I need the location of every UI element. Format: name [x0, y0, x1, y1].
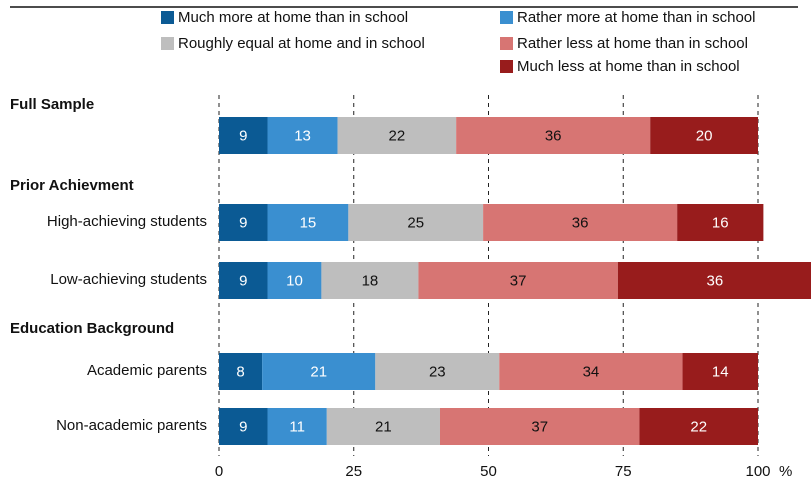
bar-segment [439, 408, 640, 445]
bar-value-label: 9 [239, 419, 247, 436]
bar-segment [219, 262, 268, 299]
bar-segment [267, 117, 338, 154]
bar-value-label: 20 [696, 128, 713, 145]
bar-value-label: 21 [310, 364, 327, 381]
bar-value-label: 37 [510, 273, 527, 290]
bar-segment [375, 353, 500, 390]
row-label: Non-academic parents [56, 416, 207, 434]
group-header: Education Background [10, 320, 175, 337]
bar-value-label: 9 [239, 128, 247, 145]
bar-value-label: 9 [239, 215, 247, 232]
row-label: High-achieving students [46, 212, 207, 230]
bar-segment [418, 262, 618, 299]
group-header: Prior Achievment [10, 177, 134, 194]
bar-segment [348, 204, 484, 241]
bar-value-label: 36 [572, 215, 589, 232]
bar-value-label: 36 [707, 273, 724, 290]
bar-segment [499, 353, 683, 390]
legend-label: Rather more at home than in school [517, 9, 756, 26]
legend-label: Roughly equal at home and in school [178, 35, 425, 52]
bar-value-label: 8 [236, 364, 244, 381]
bar-value-label: 25 [407, 215, 424, 232]
bar-value-label: 21 [375, 419, 392, 436]
legend-item: Rather less at home than in school [500, 35, 748, 52]
legend-label: Rather less at home than in school [517, 35, 748, 52]
bar-segment [219, 117, 268, 154]
bar-segment [650, 117, 758, 154]
bar-segment [677, 204, 764, 241]
bar-value-label: 22 [690, 419, 707, 436]
row-label: Low-achieving students [50, 270, 207, 288]
bar-segment [639, 408, 758, 445]
x-tick-label: 75 [614, 463, 632, 480]
bar-segment [617, 262, 811, 299]
bar-segment [219, 408, 268, 445]
legend-swatch [161, 11, 174, 24]
bar-segment [267, 204, 349, 241]
bar-segment [321, 262, 419, 299]
bar-value-label: 14 [712, 364, 729, 381]
legend-swatch [161, 37, 174, 50]
legend-label: Much less at home than in school [517, 58, 740, 75]
bar-segment [337, 117, 457, 154]
bars-layer: 9 13 22 36 20 9 15 25 36 16 9 10 18 37 36 8 21 23 34 14 9 11 2… [219, 117, 811, 445]
legend-item: Roughly equal at home and in school [161, 35, 425, 52]
x-tick-label: 25 [345, 463, 363, 480]
legend-item: Much less at home than in school [500, 58, 740, 75]
legend-swatch [500, 37, 513, 50]
x-axis-unit: % [779, 463, 793, 480]
x-tick-label: 0 [214, 463, 224, 480]
bar-value-label: 36 [545, 128, 562, 145]
x-tick-label: 100 [745, 463, 771, 480]
bar-value-label: 10 [286, 273, 303, 290]
bar-segment [483, 204, 678, 241]
bar-value-label: 13 [294, 128, 311, 145]
bar-value-label: 11 [289, 419, 305, 436]
bar-segment [456, 117, 651, 154]
bar-value-label: 15 [300, 215, 317, 232]
bar-segment [682, 353, 758, 390]
legend-label: Much more at home than in school [178, 9, 409, 26]
bar-segment [326, 408, 440, 445]
bar-segment [219, 353, 263, 390]
legend-swatch [500, 11, 513, 24]
bar-value-label: 18 [362, 273, 379, 290]
bar-segment [219, 204, 268, 241]
bar-value-label: 34 [583, 364, 600, 381]
legend-item: Much more at home than in school [161, 9, 408, 26]
group-header: Full Sample [10, 96, 95, 113]
legend-swatch [500, 60, 513, 73]
row-label: Academic parents [86, 361, 207, 379]
bar-value-label: 9 [239, 273, 247, 290]
bar-value-label: 37 [531, 419, 548, 436]
bar-segment [262, 353, 376, 390]
x-tick-label: 50 [480, 463, 497, 480]
bar-segment [267, 408, 327, 445]
legend-item: Rather more at home than in school [500, 9, 755, 26]
bar-segment [267, 262, 322, 299]
bar-value-label: 16 [712, 215, 729, 232]
bar-value-label: 23 [429, 364, 446, 381]
bar-value-label: 22 [389, 128, 406, 145]
